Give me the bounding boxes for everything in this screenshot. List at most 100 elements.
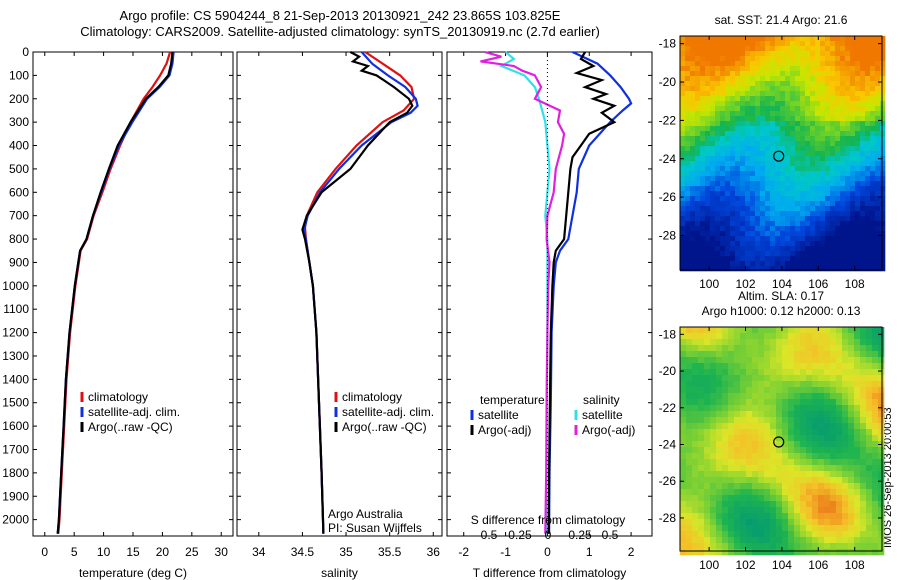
map-cell [860,465,867,472]
map-cell [860,161,866,167]
map-cell [878,507,885,514]
map-cell [860,191,866,197]
map-cell [830,345,837,352]
map-cell [800,477,807,484]
map-cell [752,369,759,376]
map-cell [840,221,846,227]
map-cell [795,41,801,47]
map-cell [872,405,879,412]
map-cell [872,453,879,460]
map-cell [764,369,771,376]
map-cell [790,176,796,182]
map-cell [848,363,855,370]
map-cell [810,196,816,202]
map-cell [878,525,885,532]
map-cell [805,51,811,57]
map-cell [735,91,741,97]
map-cell [860,236,866,242]
map-cell [720,236,726,242]
map-cell [785,76,791,82]
map-cell [872,513,879,520]
map-cell [855,201,861,207]
map-cell [878,423,885,430]
map-cell [848,429,855,436]
map-cell [776,489,783,496]
map-cell [860,96,866,102]
map-cell [870,181,876,187]
map-cell [764,327,771,334]
map-cell [782,525,789,532]
map-cell [812,375,819,382]
map-cell [805,231,811,237]
map-cell [770,417,777,424]
map-cell [865,206,871,212]
map-cell [760,71,766,77]
map-cell [680,196,686,202]
map-cell [698,489,705,496]
map-cell [794,423,801,430]
map-cell [815,146,821,152]
map-cell [782,531,789,538]
map-cell [710,513,717,520]
map-cell [705,106,711,112]
map-cell [698,351,705,358]
map-cell [686,393,693,400]
map-cell [870,111,876,117]
map-cell [800,447,807,454]
map-cell [842,435,849,442]
map-cell [758,345,765,352]
map-cell [720,136,726,142]
map-cell [812,525,819,532]
map-cell [860,507,867,514]
map-cell [785,61,791,67]
map-cell [722,399,729,406]
map-cell [815,191,821,197]
map-cell [722,507,729,514]
map-cell [770,56,776,62]
map-cell [780,131,786,137]
map-cell [758,513,765,520]
map-cell [836,411,843,418]
map-cell [870,81,876,87]
map-cell [686,363,693,370]
map-cell [716,363,723,370]
map-cell [758,459,765,466]
map-cell [680,459,687,466]
map-cell [720,241,726,247]
map-cell [782,543,789,550]
map-cell [865,116,871,122]
map-cell [745,66,751,72]
lat-tick-label: -24 [659,438,677,452]
map-cell [758,447,765,454]
map-cell [690,171,696,177]
map-cell [795,131,801,137]
map-cell [854,429,861,436]
map-cell [840,101,846,107]
map-cell [815,116,821,122]
map-cell [794,471,801,478]
map-cell [780,111,786,117]
map-cell [690,51,696,57]
map-cell [794,405,801,412]
map-cell [770,41,776,47]
map-cell [830,447,837,454]
map-cell [875,51,881,57]
map-cell [830,441,837,448]
map-cell [705,211,711,217]
map-cell [870,46,876,52]
map-cell [775,41,781,47]
map-cell [680,477,687,484]
map-cell [776,519,783,526]
map-cell [880,246,886,252]
map-cell [865,126,871,132]
map-cell [850,261,856,267]
map-cell [764,459,771,466]
map-cell [770,387,777,394]
map-cell [740,531,747,538]
map-cell [765,211,771,217]
map-cell [740,251,746,257]
map-cell [704,525,711,532]
map-cell [872,387,879,394]
map-cell [710,327,717,334]
map-cell [788,531,795,538]
